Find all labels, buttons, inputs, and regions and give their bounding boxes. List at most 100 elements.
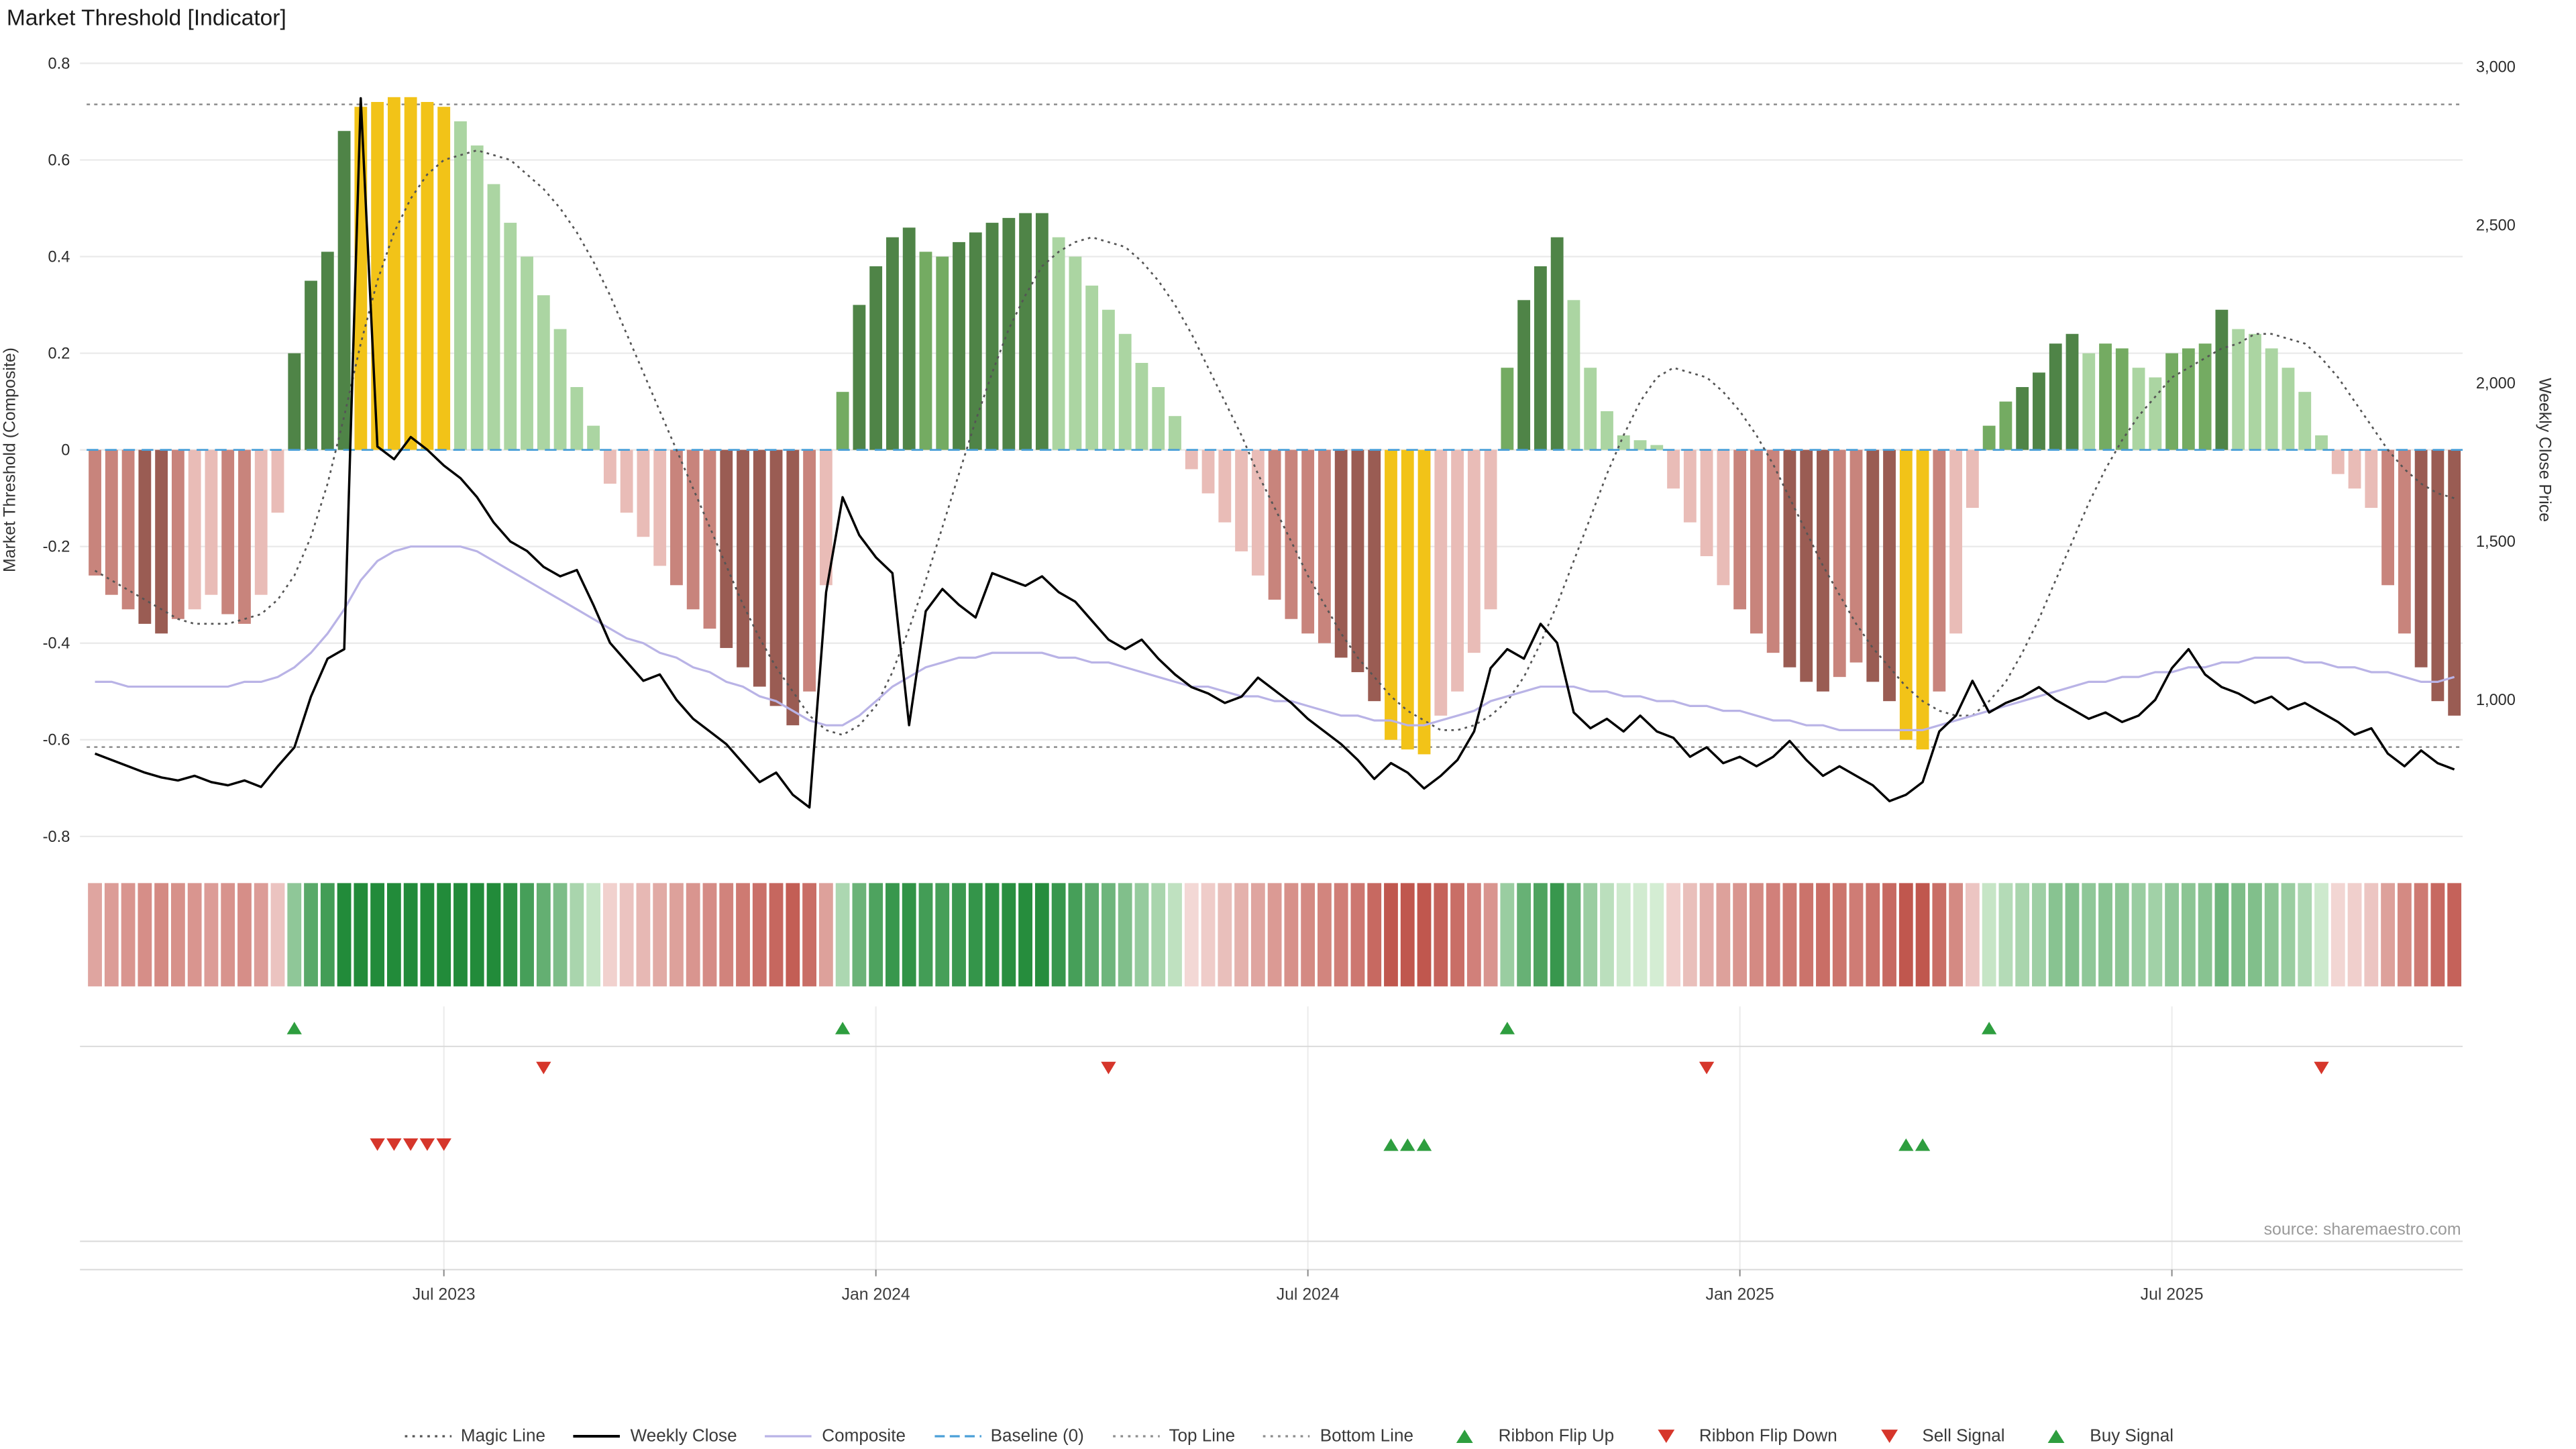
legend-item-label: Baseline (0) (990, 1426, 1084, 1446)
ribbon-cell (885, 883, 900, 987)
ribbon-cell (1666, 883, 1680, 987)
line-sample-icon (1112, 1435, 1159, 1438)
ribbon-cell (786, 883, 800, 987)
threshold-bar (1584, 368, 1597, 450)
ribbon-cell (1384, 883, 1398, 987)
ribbon-cell (769, 883, 784, 987)
ribbon-cell (1318, 883, 1332, 987)
ribbon-cell (1517, 883, 1532, 987)
threshold-bar (603, 449, 616, 484)
threshold-bar (836, 392, 849, 450)
threshold-bar (521, 256, 533, 450)
left-axis-tick: 0.8 (48, 54, 70, 72)
ribbon-cell (1650, 883, 1664, 987)
ribbon-cell (2048, 883, 2063, 987)
threshold-bar (886, 237, 899, 450)
ribbon-cell (2131, 883, 2146, 987)
threshold-bar (1002, 217, 1016, 450)
threshold-bars (89, 97, 2461, 755)
threshold-bar (1717, 449, 1730, 586)
threshold-bar (570, 386, 584, 450)
ribbon-cell (1118, 883, 1132, 987)
threshold-bar (2033, 372, 2045, 450)
ribbon-cell (1799, 883, 1814, 987)
ribbon-cell (503, 883, 518, 987)
threshold-bar (2265, 348, 2278, 450)
threshold-bar (1916, 449, 1929, 750)
axis-tick-labels: 0.8 0.6 0.4 0.2 0 -0.2 -0.4 -0.6 -0.8 3,000 2,500 2… (43, 54, 2516, 1303)
threshold-bar (1135, 362, 1148, 450)
ribbon-cell (1965, 883, 1980, 987)
legend-item-label: Top Line (1169, 1426, 1236, 1446)
x-axis-tick: Jan 2024 (842, 1285, 910, 1303)
series-lines (87, 97, 2463, 809)
ribbon-cell (935, 883, 950, 987)
threshold-bar (1601, 411, 1613, 450)
threshold-bar (620, 449, 633, 513)
ribbon-cell (1051, 883, 1066, 987)
ribbon-cell (1866, 883, 1880, 987)
ribbon-cell (486, 883, 501, 987)
ribbon-cell (1583, 883, 1598, 987)
threshold-bar (1035, 213, 1049, 450)
threshold-bar (2398, 449, 2411, 634)
ribbon-cell (453, 883, 468, 987)
ribbon-cell (2414, 883, 2428, 987)
ribbon-cell (1034, 883, 1049, 987)
threshold-bar (2282, 368, 2295, 450)
threshold-bar (786, 449, 800, 726)
ribbon-cell (536, 883, 551, 987)
ribbon-cell (1766, 883, 1780, 987)
threshold-bar (553, 329, 567, 450)
ribbon-cell (719, 883, 734, 987)
ribbon-cell (1417, 883, 1432, 987)
buy-signal-marker (1898, 1138, 1914, 1151)
weekly-close-line (94, 97, 2455, 809)
threshold-bar (1617, 435, 1630, 450)
line-sample-icon (1263, 1435, 1310, 1438)
ribbon-cell (1898, 883, 1913, 987)
triangle-up-icon (2048, 1430, 2065, 1443)
threshold-bar (288, 353, 301, 450)
source-attribution: source: sharemaestro.com (2264, 1220, 2461, 1238)
legend-item: Magic Line (402, 1426, 545, 1446)
ribbon-cell (420, 883, 435, 987)
threshold-bar (637, 449, 650, 537)
threshold-bar (1700, 449, 1713, 557)
ribbon-cell (669, 883, 684, 987)
ribbon-cell (470, 883, 484, 987)
ribbon-cell (2298, 883, 2312, 987)
threshold-bar (1833, 449, 1846, 678)
threshold-bar (2331, 449, 2345, 474)
threshold-bar (105, 449, 118, 595)
left-axis-tick: -0.6 (43, 731, 70, 749)
ribbon-flip-down-marker (1699, 1061, 1715, 1075)
threshold-bar (1933, 449, 1946, 692)
ribbon-cell (586, 883, 601, 987)
threshold-bar (1667, 449, 1680, 489)
threshold-bar (2115, 348, 2129, 450)
x-axis-tick: Jul 2024 (1277, 1285, 1340, 1303)
legend-item-label: Composite (822, 1426, 906, 1446)
threshold-bar (1085, 285, 1099, 450)
ribbon-cell (1483, 883, 1498, 987)
threshold-bar (321, 252, 334, 450)
threshold-bar (803, 449, 816, 692)
ribbon-cell (1301, 883, 1316, 987)
ribbon-cell (2082, 883, 2096, 987)
ribbon-cell (1882, 883, 1896, 987)
legend-item: Ribbon Flip Down (1641, 1426, 1837, 1446)
ribbon-strip (88, 883, 2462, 987)
threshold-bar (1201, 449, 1215, 494)
threshold-bar (1069, 256, 1082, 450)
threshold-bar (1866, 449, 1880, 682)
ribbon-cell (1250, 883, 1265, 987)
ribbon-cell (2231, 883, 2246, 987)
ribbon-cell (121, 883, 136, 987)
ribbon-cell (1018, 883, 1032, 987)
line-sample-icon (765, 1435, 812, 1438)
threshold-bar (1467, 449, 1481, 653)
buy-signal-marker (1915, 1138, 1931, 1151)
ribbon-flip-up-marker (286, 1022, 302, 1034)
